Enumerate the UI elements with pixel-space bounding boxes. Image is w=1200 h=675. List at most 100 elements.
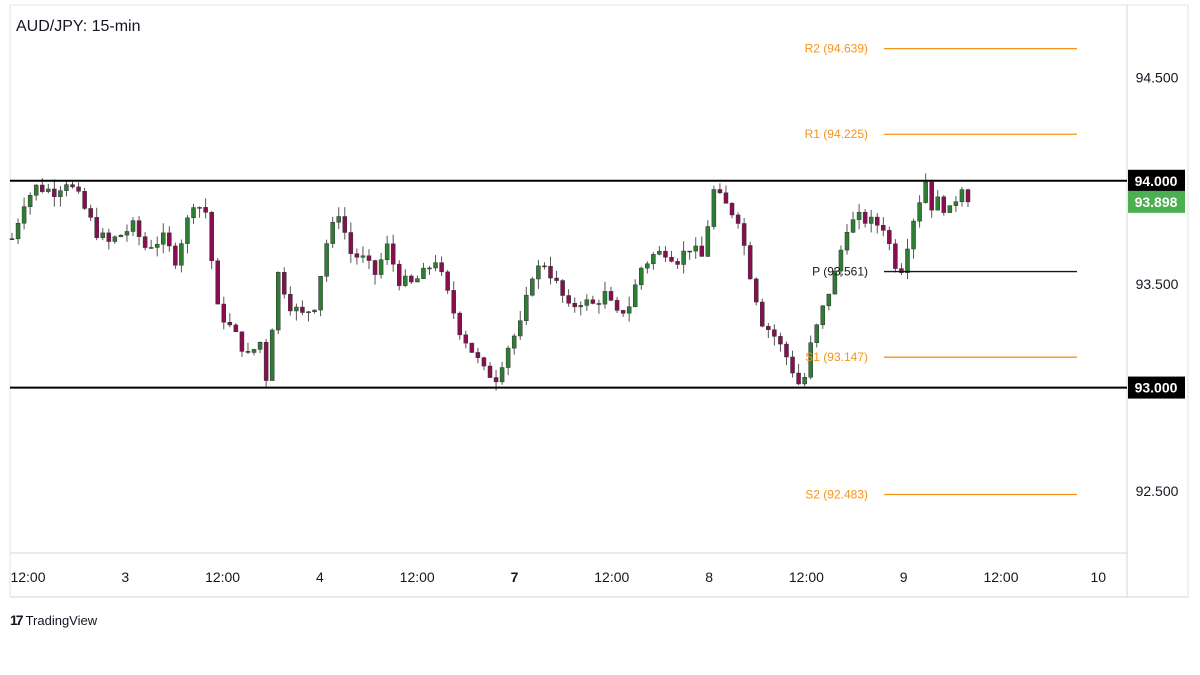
candle-up (584, 299, 590, 306)
candle-down (366, 255, 372, 261)
candle-up (639, 267, 644, 286)
candle-down (245, 351, 251, 353)
y-tick-label: 94.500 (1136, 69, 1179, 85)
candle-down (106, 232, 112, 242)
candle-down (70, 184, 75, 188)
candle-down (209, 212, 214, 262)
axes: 94.000 93.000 94.500 93.500 92.500 93.898 12:0… (10, 69, 1185, 585)
candle-up (856, 211, 862, 220)
candle-down (354, 253, 360, 258)
candle-up (324, 243, 329, 277)
level-lines: R2 (94.639) R1 (94.225) P (93.561) S1 (93.1… (10, 42, 1127, 501)
x-tick-label: 8 (705, 569, 713, 585)
candle-down (439, 262, 444, 273)
x-tick-label: 3 (121, 569, 129, 585)
candle-down (862, 211, 868, 224)
candle-up (947, 205, 953, 213)
candle-down (729, 203, 735, 216)
candle-down (88, 208, 93, 218)
candle-down (263, 341, 269, 381)
candle-down (487, 365, 493, 378)
pivot-label: S2 (92.483) (805, 487, 868, 501)
candle-up (820, 305, 826, 326)
level-label-bg (1128, 169, 1185, 192)
candle-up (953, 201, 959, 206)
pivot-label: R2 (94.639) (805, 42, 868, 56)
candle-down (173, 245, 178, 266)
candle-down (735, 214, 741, 224)
candle-up (433, 262, 438, 269)
candle-down (136, 220, 142, 237)
candle-down (372, 260, 378, 275)
x-tick-label: 4 (316, 569, 324, 585)
candle-up (154, 244, 160, 248)
candle-down (620, 310, 626, 314)
candle-down (778, 336, 783, 345)
candle-up (294, 306, 299, 312)
candle-up (197, 207, 202, 209)
candle-down (142, 236, 148, 248)
candle-up (100, 232, 106, 238)
candle-up (657, 250, 662, 255)
candle-up (850, 219, 856, 233)
pivot-label: P (93.561) (812, 265, 868, 279)
candle-up (148, 247, 154, 249)
candle-down (548, 266, 553, 279)
tradingview-logo[interactable]: 17 TradingView (10, 612, 97, 628)
candle-down (881, 225, 886, 231)
candle-up (917, 202, 922, 222)
candle-down (614, 300, 620, 311)
candle-up (844, 232, 850, 251)
candle-down (893, 243, 898, 269)
candle-up (27, 195, 33, 207)
x-tick-label: 12:00 (983, 569, 1018, 585)
candle-up (185, 217, 190, 244)
candle-down (560, 280, 565, 296)
candle-up (46, 188, 51, 192)
candle-up (814, 324, 819, 343)
pivot-label: R1 (94.225) (805, 127, 868, 141)
candle-down (717, 189, 723, 194)
candle-down (874, 216, 880, 226)
candle-up (33, 184, 39, 196)
candle-down (941, 196, 947, 213)
candle-up (191, 207, 196, 219)
candle-up (626, 306, 632, 314)
candle-up (378, 259, 384, 275)
candle-down (300, 306, 305, 313)
x-tick-label: 12:00 (205, 569, 240, 585)
candle-up (651, 254, 656, 265)
candle-down (675, 261, 680, 265)
candle-down (723, 192, 729, 204)
candle-up (112, 236, 118, 242)
candle-down (9, 238, 15, 240)
candle-up (511, 335, 517, 349)
candle-down (899, 268, 904, 273)
candle-down (796, 372, 801, 385)
candle-down (790, 356, 795, 374)
candle-down (451, 290, 456, 314)
candle-up (360, 255, 366, 258)
candle-up (15, 222, 21, 240)
x-tick-label: 12:00 (10, 569, 45, 585)
x-tick-label: 12:00 (789, 569, 824, 585)
candle-down (390, 243, 396, 265)
candle-down (342, 216, 348, 233)
candle-down (608, 291, 614, 301)
candle-down (687, 250, 692, 253)
candle-down (772, 329, 777, 337)
candle-up (905, 248, 910, 273)
candle-up (330, 222, 335, 244)
x-tick-label: 9 (900, 569, 908, 585)
chart-svg: R2 (94.639) R1 (94.225) P (93.561) S1 (93.1… (9, 4, 1189, 598)
level-label: 94.000 (1135, 173, 1178, 189)
candle-up (21, 206, 27, 224)
candle-up (257, 341, 263, 350)
candle-up (275, 272, 281, 331)
candle-down (227, 321, 233, 326)
candle-up (518, 320, 523, 337)
candle-down (766, 325, 771, 330)
candle-up (802, 377, 807, 385)
candle-up (336, 216, 341, 223)
level-label-bg (1128, 376, 1185, 399)
